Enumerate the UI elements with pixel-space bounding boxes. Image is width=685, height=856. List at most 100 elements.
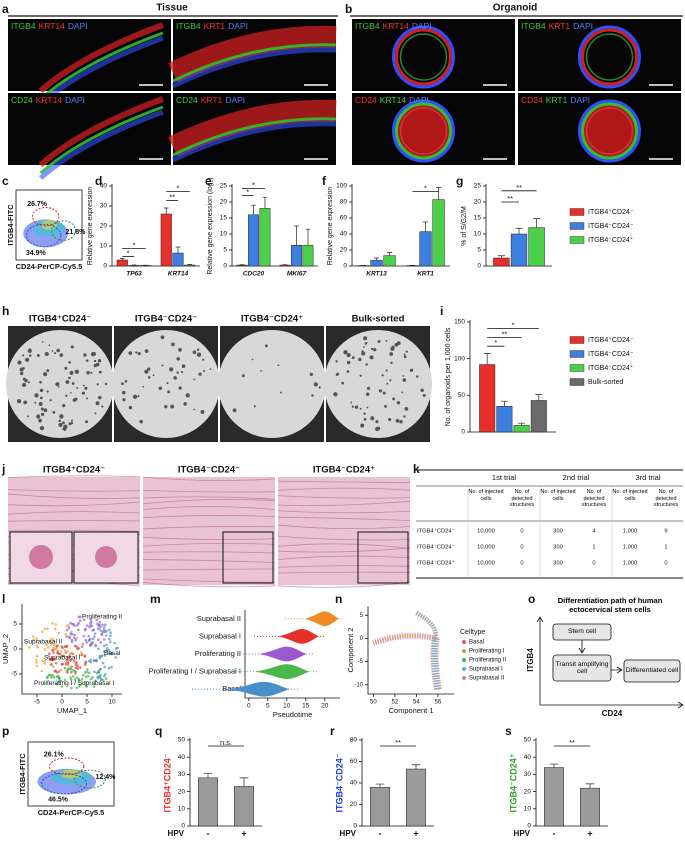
organoid-dot [403,415,406,418]
organoid-dot [95,362,100,367]
cell-point [116,646,119,650]
significance-label: ** [395,738,401,747]
cell-point [85,641,88,644]
cluster-label: Suprabasal II [24,639,62,646]
stain-word: CD24 [521,95,543,105]
error-bar [549,763,559,768]
cell-point [105,647,109,650]
cell-point [59,668,63,672]
table-cell: 300 [553,529,563,535]
organoid-dot [69,370,74,375]
organoid-dot [121,382,124,386]
tissue-texture [277,547,411,553]
stain-word: CD24 [355,95,377,105]
x-tick-label: 10 [108,699,116,706]
bar [432,199,445,267]
organoid-dot [40,407,44,411]
error-bar [386,252,393,256]
organoid-dot [90,371,93,374]
y-tick-label: 40 [350,780,358,787]
trajectory-branch [431,637,441,690]
organoid-ring [399,33,448,81]
y-tick-label: -5 [358,659,364,665]
organoid-dot [152,374,155,377]
organoid-dot [132,394,138,399]
cell-point [70,665,73,669]
panel-label: q [155,724,162,738]
organoid-dot [82,384,85,387]
organoid-dot [196,352,202,357]
cell-point [107,649,111,652]
x-tick-label: 52 [392,700,399,706]
organoid-dot [38,418,42,423]
panel-label: e [205,174,212,188]
diagram-node-label: Differentiated cell [626,667,678,674]
organoid-dot [209,368,212,370]
organoid-dot [55,382,60,387]
table-subheader: No. of detected structures [582,489,606,508]
organoid-dot [232,408,237,413]
organoid-dot [396,341,401,346]
structure [29,545,53,569]
well [112,330,220,438]
y-tick-label: 15 [474,215,482,222]
stain-word: KRT14 [36,95,63,105]
organoid-dot [198,372,202,376]
organoid-dot [385,369,388,372]
well-label: ITGB4⁻CD24⁺ [241,314,303,325]
organoid-dot [137,352,141,356]
inset [222,531,274,584]
gate-percent: 46.5% [48,796,69,803]
organoid-dot [401,391,404,394]
tissue-texture [142,489,276,493]
organoid-dot [158,386,163,391]
cell-point [67,626,71,630]
cell-point [81,645,84,648]
organoid-dot [63,424,68,429]
organoid-dot [34,401,37,404]
cell-point [84,675,88,679]
y-axis-title: Component 2 [346,627,355,672]
diagram-node-label: Stem cell [568,628,596,635]
cell-point [83,654,87,658]
y-tick-label: 20 [100,223,108,230]
cell-point [88,644,92,647]
cell-point [98,621,101,624]
organoid-dot [359,407,362,410]
organoid-dot [94,412,97,415]
cell-point [94,644,97,648]
y-tick-label: 20 [350,801,358,808]
cell-point [92,659,96,663]
cell-point [103,674,106,678]
x-tick-label: + [587,828,592,838]
cell-point [75,686,79,690]
organoid-ring [395,28,452,86]
diagram-title-text: Differentiation path of human ectocervic… [557,596,663,614]
organoid-dot [38,402,43,406]
cell-point [93,632,97,635]
tissue-texture [142,578,276,583]
table-cell: 1,000 [623,545,638,551]
tissue-texture [142,476,276,481]
cell-point [92,628,96,632]
error-bar [497,255,505,258]
tissue-texture [7,489,141,492]
bar [419,231,432,267]
organoid-dot [370,347,374,351]
organoid-ring [581,28,638,86]
x-tick-label: - [207,828,210,838]
organoid-dot [399,419,403,424]
cell-point [80,651,83,654]
cell-point [43,662,47,665]
cell-point [70,632,74,636]
legend-label: Suprabasal I [469,667,503,673]
cell-point [104,623,107,627]
cell-point [76,647,79,651]
cell-point [101,661,105,665]
error-bar [535,394,543,401]
organoid-dot [135,351,138,354]
cell-point [65,670,68,673]
organoid-dot [178,347,182,352]
cell-point [65,663,68,666]
bar [479,364,496,433]
